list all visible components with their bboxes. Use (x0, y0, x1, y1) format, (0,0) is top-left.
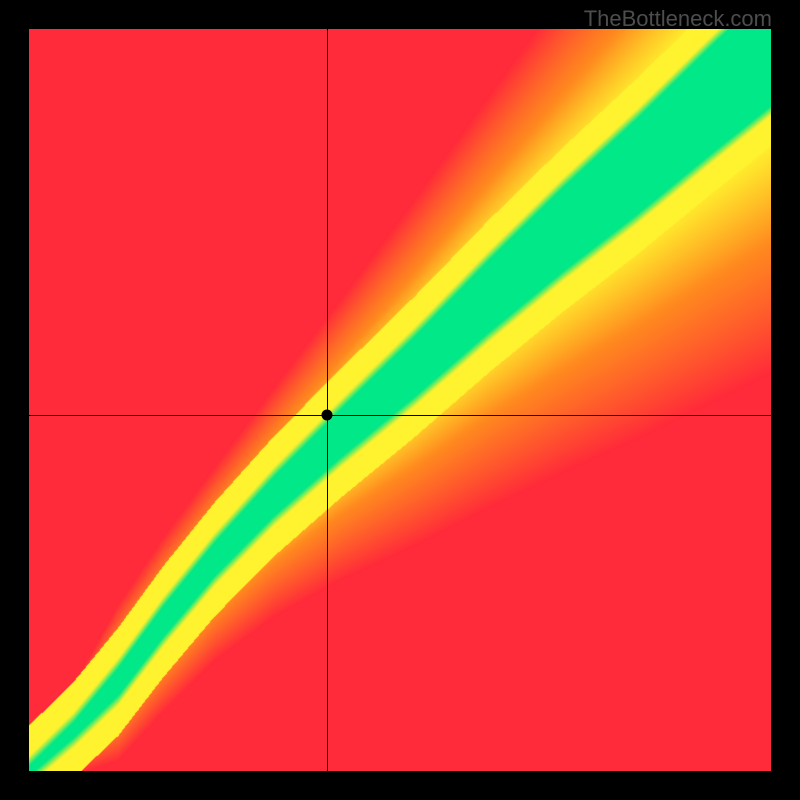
watermark-text: TheBottleneck.com (584, 6, 772, 32)
crosshair-marker (321, 409, 332, 420)
crosshair-horizontal (29, 415, 771, 416)
crosshair-vertical (327, 29, 328, 771)
bottleneck-heatmap (29, 29, 771, 771)
chart-container: TheBottleneck.com (0, 0, 800, 800)
